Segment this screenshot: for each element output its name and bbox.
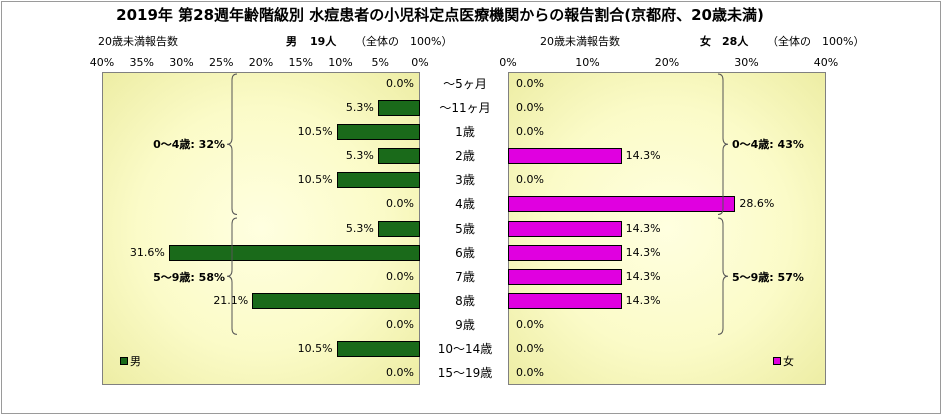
male-group-brace xyxy=(226,217,238,336)
male-x-tick-label: 20% xyxy=(248,56,274,69)
category-label: 6歳 xyxy=(455,245,475,260)
category-label: 1歳 xyxy=(455,125,475,140)
female-header-label: 20歳未満報告数 xyxy=(540,35,620,48)
female-x-tick-label: 10% xyxy=(575,56,600,69)
male-plot-area xyxy=(102,72,420,385)
male-value-label: 0.0% xyxy=(386,197,414,211)
female-group-brace xyxy=(717,217,729,336)
female-value-label: 14.3% xyxy=(625,221,661,235)
female-value-label: 0.0% xyxy=(516,317,544,331)
male-value-label: 0.0% xyxy=(386,317,414,331)
male-bar xyxy=(336,124,420,141)
female-value-label: 0.0% xyxy=(516,101,544,115)
male-bar xyxy=(336,340,420,357)
female-value-label: 0.0% xyxy=(516,341,544,355)
category-label: 8歳 xyxy=(455,293,475,308)
male-bar xyxy=(168,244,420,261)
female-legend-label: 女 xyxy=(783,355,794,368)
female-bar xyxy=(508,196,736,213)
female-header-count: 28人 xyxy=(722,35,749,48)
male-legend-label: 男 xyxy=(130,355,141,368)
female-header-sex: 女 xyxy=(700,35,711,48)
male-bar xyxy=(377,148,420,165)
female-bar xyxy=(508,292,622,309)
category-label: 4歳 xyxy=(455,197,475,212)
male-group-label: 0～4歳: 32% xyxy=(153,138,225,152)
male-value-label: 10.5% xyxy=(297,125,333,139)
female-x-tick-label: 30% xyxy=(734,56,759,69)
female-group-label: 0～4歳: 43% xyxy=(732,138,804,152)
male-value-label: 0.0% xyxy=(386,365,414,379)
male-header-sex: 男 xyxy=(286,35,297,48)
male-value-label: 10.5% xyxy=(297,341,333,355)
male-x-tick-label: 40% xyxy=(89,56,115,69)
male-x-tick-label: 30% xyxy=(169,56,194,69)
male-x-tick-label: 15% xyxy=(288,56,313,69)
male-x-tick-label: 35% xyxy=(129,56,154,69)
female-bar xyxy=(508,268,622,285)
male-x-tick-label: 25% xyxy=(209,56,234,69)
category-label: 10～14歳 xyxy=(437,341,493,356)
male-bar xyxy=(377,220,420,237)
male-value-label: 10.5% xyxy=(297,173,333,187)
male-bar xyxy=(252,292,420,309)
male-legend-swatch xyxy=(120,357,128,365)
male-header-total: （全体の 100%） xyxy=(355,35,453,48)
female-bar xyxy=(508,148,622,165)
male-value-label: 21.1% xyxy=(213,293,249,307)
female-x-tick-label: 20% xyxy=(654,56,680,69)
category-label: 5歳 xyxy=(455,221,475,236)
female-value-label: 0.0% xyxy=(516,77,544,91)
female-legend-swatch xyxy=(773,357,781,365)
female-group-label: 5～9歳: 57% xyxy=(732,270,804,284)
female-value-label: 14.3% xyxy=(625,293,661,307)
male-value-label: 0.0% xyxy=(386,269,414,283)
female-x-tick-label: 0% xyxy=(499,56,517,69)
male-header-label: 20歳未満報告数 xyxy=(98,35,178,48)
category-label: 15～19歳 xyxy=(437,365,493,380)
female-header-total: （全体の 100%） xyxy=(767,35,865,48)
category-label: 7歳 xyxy=(455,269,475,284)
male-bar xyxy=(377,100,420,117)
male-value-label: 5.3% xyxy=(345,221,374,235)
female-value-label: 0.0% xyxy=(516,125,544,139)
category-label: 3歳 xyxy=(455,173,475,188)
male-x-tick-label: 10% xyxy=(328,56,353,69)
female-bar xyxy=(508,220,622,237)
category-label: 9歳 xyxy=(455,317,475,332)
male-value-label: 5.3% xyxy=(345,149,374,163)
female-group-brace xyxy=(717,73,729,215)
male-x-tick-label: 5% xyxy=(371,56,389,69)
male-group-brace xyxy=(226,73,238,215)
female-value-label: 0.0% xyxy=(516,365,544,379)
male-legend: 男 xyxy=(120,353,141,369)
female-value-label: 0.0% xyxy=(516,173,544,187)
chart-title: 2019年 第28週年齢階級別 水痘患者の小児科定点医療機関からの報告割合(京都… xyxy=(116,6,764,24)
male-group-label: 5～9歳: 58% xyxy=(153,270,225,284)
male-value-label: 0.0% xyxy=(386,77,414,91)
female-value-label: 14.3% xyxy=(625,245,661,259)
male-bar xyxy=(336,172,420,189)
female-bar xyxy=(508,244,622,261)
female-value-label: 14.3% xyxy=(625,149,661,163)
category-label: ～5ヶ月 xyxy=(443,77,487,92)
female-value-label: 14.3% xyxy=(625,269,661,283)
male-value-label: 31.6% xyxy=(129,245,165,259)
male-header-count: 19人 xyxy=(310,35,337,48)
female-value-label: 28.6% xyxy=(739,197,775,211)
male-x-tick-label: 0% xyxy=(411,56,429,69)
female-x-tick-label: 40% xyxy=(813,56,839,69)
category-label: ～11ヶ月 xyxy=(439,101,491,116)
category-label: 2歳 xyxy=(455,149,475,164)
male-value-label: 5.3% xyxy=(345,101,374,115)
female-legend: 女 xyxy=(773,353,794,369)
